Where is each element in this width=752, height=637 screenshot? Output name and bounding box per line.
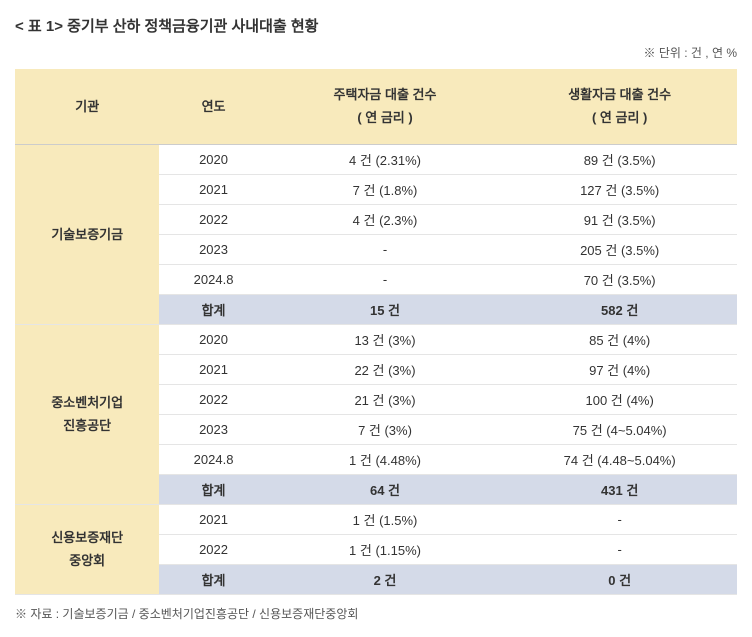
housing-cell: 7 건 (3%)	[268, 414, 503, 444]
year-cell: 2024.8	[159, 444, 267, 474]
subtotal-housing: 2 건	[268, 564, 503, 594]
housing-cell: -	[268, 234, 503, 264]
col-housing: 주택자금 대출 건수( 연 금리 )	[268, 69, 503, 144]
living-cell: 75 건 (4~5.04%)	[502, 414, 737, 444]
subtotal-living: 0 건	[502, 564, 737, 594]
housing-cell: 13 건 (3%)	[268, 324, 503, 354]
living-cell: 85 건 (4%)	[502, 324, 737, 354]
year-cell: 2022	[159, 384, 267, 414]
housing-cell: 4 건 (2.3%)	[268, 204, 503, 234]
subtotal-label: 합계	[159, 474, 267, 504]
subtotal-living: 582 건	[502, 294, 737, 324]
housing-cell: 21 건 (3%)	[268, 384, 503, 414]
subtotal-housing: 64 건	[268, 474, 503, 504]
table-source: ※ 자료 : 기술보증기금 / 중소벤처기업진흥공단 / 신용보증재단중앙회	[15, 605, 737, 622]
year-cell: 2022	[159, 534, 267, 564]
housing-cell: 4 건 (2.31%)	[268, 144, 503, 174]
table-header-row: 기관 연도 주택자금 대출 건수( 연 금리 ) 생활자금 대출 건수( 연 금…	[15, 69, 737, 144]
table-title: < 표 1> 중기부 산하 정책금융기관 사내대출 현황	[15, 15, 737, 36]
housing-cell: 7 건 (1.8%)	[268, 174, 503, 204]
living-cell: -	[502, 504, 737, 534]
housing-cell: 22 건 (3%)	[268, 354, 503, 384]
year-cell: 2021	[159, 354, 267, 384]
living-cell: 100 건 (4%)	[502, 384, 737, 414]
housing-cell: 1 건 (1.5%)	[268, 504, 503, 534]
living-cell: -	[502, 534, 737, 564]
table-body: 기술보증기금20204 건 (2.31%)89 건 (3.5%)20217 건 …	[15, 144, 737, 594]
year-cell: 2024.8	[159, 264, 267, 294]
year-cell: 2023	[159, 234, 267, 264]
year-cell: 2020	[159, 324, 267, 354]
living-cell: 74 건 (4.48~5.04%)	[502, 444, 737, 474]
table-row: 신용보증재단중앙회20211 건 (1.5%)-	[15, 504, 737, 534]
living-cell: 205 건 (3.5%)	[502, 234, 737, 264]
living-cell: 91 건 (3.5%)	[502, 204, 737, 234]
subtotal-label: 합계	[159, 564, 267, 594]
loan-table: 기관 연도 주택자금 대출 건수( 연 금리 ) 생활자금 대출 건수( 연 금…	[15, 69, 737, 595]
subtotal-housing: 15 건	[268, 294, 503, 324]
year-cell: 2023	[159, 414, 267, 444]
housing-cell: -	[268, 264, 503, 294]
subtotal-label: 합계	[159, 294, 267, 324]
org-name-cell: 기술보증기금	[15, 144, 159, 324]
year-cell: 2020	[159, 144, 267, 174]
housing-cell: 1 건 (4.48%)	[268, 444, 503, 474]
year-cell: 2021	[159, 504, 267, 534]
subtotal-living: 431 건	[502, 474, 737, 504]
col-org: 기관	[15, 69, 159, 144]
living-cell: 89 건 (3.5%)	[502, 144, 737, 174]
housing-cell: 1 건 (1.15%)	[268, 534, 503, 564]
living-cell: 97 건 (4%)	[502, 354, 737, 384]
year-cell: 2022	[159, 204, 267, 234]
table-row: 기술보증기금20204 건 (2.31%)89 건 (3.5%)	[15, 144, 737, 174]
col-year: 연도	[159, 69, 267, 144]
living-cell: 127 건 (3.5%)	[502, 174, 737, 204]
table-unit: ※ 단위 : 건 , 연 %	[15, 44, 737, 61]
org-name-cell: 신용보증재단중앙회	[15, 504, 159, 594]
col-living: 생활자금 대출 건수( 연 금리 )	[502, 69, 737, 144]
org-name-cell: 중소벤처기업진흥공단	[15, 324, 159, 504]
year-cell: 2021	[159, 174, 267, 204]
table-row: 중소벤처기업진흥공단202013 건 (3%)85 건 (4%)	[15, 324, 737, 354]
living-cell: 70 건 (3.5%)	[502, 264, 737, 294]
